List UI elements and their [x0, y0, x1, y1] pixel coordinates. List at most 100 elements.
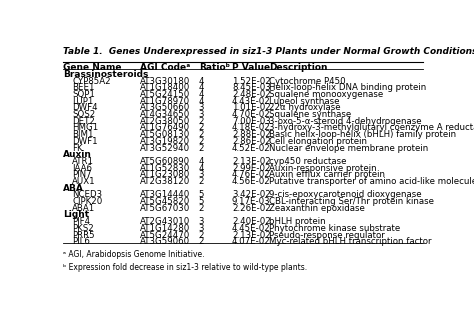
- Text: 4: 4: [199, 97, 204, 106]
- Text: SQS2: SQS2: [72, 110, 95, 119]
- Text: Ratioᵇ: Ratioᵇ: [199, 63, 230, 72]
- Text: 2: 2: [199, 117, 204, 126]
- Text: Putative transporter of amino acid-like molecules: Putative transporter of amino acid-like …: [269, 177, 474, 186]
- Text: 2: 2: [199, 130, 204, 139]
- Text: AT5G24470: AT5G24470: [140, 230, 191, 240]
- Text: Pseudo-response regulator: Pseudo-response regulator: [269, 230, 384, 240]
- Text: AT3G50660: AT3G50660: [140, 103, 191, 113]
- Text: Description: Description: [269, 63, 327, 72]
- Text: AT2G38120: AT2G38120: [140, 177, 191, 186]
- Text: AT3G19820: AT3G19820: [140, 137, 190, 146]
- Text: 4: 4: [199, 164, 204, 173]
- Text: 2.26E-02: 2.26E-02: [232, 204, 271, 213]
- Text: HMG1: HMG1: [72, 124, 99, 133]
- Text: 5: 5: [199, 197, 204, 206]
- Text: Myc-related bHLH transcription factor: Myc-related bHLH transcription factor: [269, 237, 431, 246]
- Text: 2: 2: [199, 144, 204, 152]
- Text: 4: 4: [199, 77, 204, 86]
- Text: Squalene monooxygenase: Squalene monooxygenase: [269, 90, 383, 99]
- Text: AT1G14280: AT1G14280: [140, 224, 191, 233]
- Text: AT1G52830: AT1G52830: [140, 164, 191, 173]
- Text: 8.45E-03: 8.45E-03: [232, 83, 271, 92]
- Text: 3: 3: [199, 170, 204, 179]
- Text: DET2: DET2: [72, 117, 95, 126]
- Text: 4.43E-02: 4.43E-02: [232, 97, 271, 106]
- Text: 2.48E-02: 2.48E-02: [232, 90, 271, 99]
- Text: 22α hydroxylase: 22α hydroxylase: [269, 103, 340, 113]
- Text: 2: 2: [199, 124, 204, 133]
- Text: CIPK20: CIPK20: [72, 197, 102, 206]
- Text: 2: 2: [199, 177, 204, 186]
- Text: 2: 2: [199, 230, 204, 240]
- Text: DWF1: DWF1: [72, 137, 98, 146]
- Text: 2.40E-02: 2.40E-02: [232, 217, 271, 226]
- Text: AT5G24150: AT5G24150: [140, 90, 191, 99]
- Text: Brassinosteroids: Brassinosteroids: [63, 70, 148, 79]
- Text: PIN7: PIN7: [72, 170, 92, 179]
- Text: bHLH protein: bHLH protein: [269, 217, 325, 226]
- Text: DWF4: DWF4: [72, 103, 98, 113]
- Text: 4.56E-02: 4.56E-02: [232, 177, 271, 186]
- Text: 2.13E-02: 2.13E-02: [232, 157, 271, 166]
- Text: 4: 4: [199, 157, 204, 166]
- Text: 3: 3: [199, 110, 204, 119]
- Text: NCED3: NCED3: [72, 191, 102, 199]
- Text: ATR1: ATR1: [72, 157, 94, 166]
- Text: 4.18E-02: 4.18E-02: [232, 124, 271, 133]
- Text: 4.45E-02: 4.45E-02: [232, 224, 271, 233]
- Text: ABA1: ABA1: [72, 204, 95, 213]
- Text: AT5G08130: AT5G08130: [140, 130, 191, 139]
- Text: AT1G23080: AT1G23080: [140, 170, 191, 179]
- Text: Basic helix-loop-helix (bHLH) family protein: Basic helix-loop-helix (bHLH) family pro…: [269, 130, 456, 139]
- Text: AT3G52940: AT3G52940: [140, 144, 190, 152]
- Text: Cell elongation protein: Cell elongation protein: [269, 137, 367, 146]
- Text: 2: 2: [199, 204, 204, 213]
- Text: AGI Codeᵃ: AGI Codeᵃ: [140, 63, 191, 72]
- Text: Helix-loop-helix DNA binding protein: Helix-loop-helix DNA binding protein: [269, 83, 426, 92]
- Text: AUX1: AUX1: [72, 177, 96, 186]
- Text: Auxin-responsive protein: Auxin-responsive protein: [269, 164, 376, 173]
- Text: AT5G45820: AT5G45820: [140, 197, 191, 206]
- Text: 4: 4: [199, 90, 204, 99]
- Text: CYP85A2: CYP85A2: [72, 77, 111, 86]
- Text: 2: 2: [199, 237, 204, 246]
- Text: 2.88E-02: 2.88E-02: [232, 130, 271, 139]
- Text: Auxin efflux carrier protein: Auxin efflux carrier protein: [269, 170, 384, 179]
- Text: SQP1: SQP1: [72, 90, 95, 99]
- Text: AT3G30180: AT3G30180: [140, 77, 191, 86]
- Text: PIF4: PIF4: [72, 217, 90, 226]
- Text: 4.07E-02: 4.07E-02: [232, 237, 271, 246]
- Text: 7.00E-03: 7.00E-03: [232, 117, 271, 126]
- Text: Squalene synthase: Squalene synthase: [269, 110, 351, 119]
- Text: 1.52E-02: 1.52E-02: [232, 77, 271, 86]
- Text: IAA6: IAA6: [72, 164, 92, 173]
- Text: 1.01E-02: 1.01E-02: [232, 103, 271, 113]
- Text: AT5G60890: AT5G60890: [140, 157, 190, 166]
- Text: PIL6: PIL6: [72, 237, 90, 246]
- Text: AT2G43010: AT2G43010: [140, 217, 191, 226]
- Text: 3: 3: [199, 217, 204, 226]
- Text: Phytochrome kinase substrate: Phytochrome kinase substrate: [269, 224, 400, 233]
- Text: Zeaxanthin epoxidase: Zeaxanthin epoxidase: [269, 204, 365, 213]
- Text: 3-hydroxy-3-methylglutaryl coenzyme A reductase: 3-hydroxy-3-methylglutaryl coenzyme A re…: [269, 124, 474, 133]
- Text: LUP1: LUP1: [72, 97, 93, 106]
- Text: Cytochrome P450: Cytochrome P450: [269, 77, 345, 86]
- Text: 5: 5: [199, 191, 204, 199]
- Text: 4.76E-02: 4.76E-02: [232, 170, 271, 179]
- Text: Gene Name: Gene Name: [63, 63, 121, 72]
- Text: ᵃ AGI, Arabidopsis Genome Initiative.: ᵃ AGI, Arabidopsis Genome Initiative.: [63, 250, 204, 259]
- Text: AT5G67030: AT5G67030: [140, 204, 191, 213]
- Text: ᵇ Expression fold decrease in siz1-3 relative to wild-type plants.: ᵇ Expression fold decrease in siz1-3 rel…: [63, 263, 307, 272]
- Text: 4.70E-02: 4.70E-02: [232, 110, 271, 119]
- Text: 9-cis-epoxycarotenoid dioxygenase: 9-cis-epoxycarotenoid dioxygenase: [269, 191, 421, 199]
- Text: Nuclear envelope membrane protein: Nuclear envelope membrane protein: [269, 144, 428, 152]
- Text: AT3G14440: AT3G14440: [140, 191, 191, 199]
- Text: Light: Light: [63, 210, 89, 219]
- Text: BIM1: BIM1: [72, 130, 93, 139]
- Text: Auxin: Auxin: [63, 150, 92, 159]
- Text: PRR5: PRR5: [72, 230, 95, 240]
- Text: 2: 2: [199, 137, 204, 146]
- Text: 4: 4: [199, 83, 204, 92]
- Text: 3-oxo-5-α-steroid 4-dehydrogenase: 3-oxo-5-α-steroid 4-dehydrogenase: [269, 117, 421, 126]
- Text: 4.52E-02: 4.52E-02: [232, 144, 271, 152]
